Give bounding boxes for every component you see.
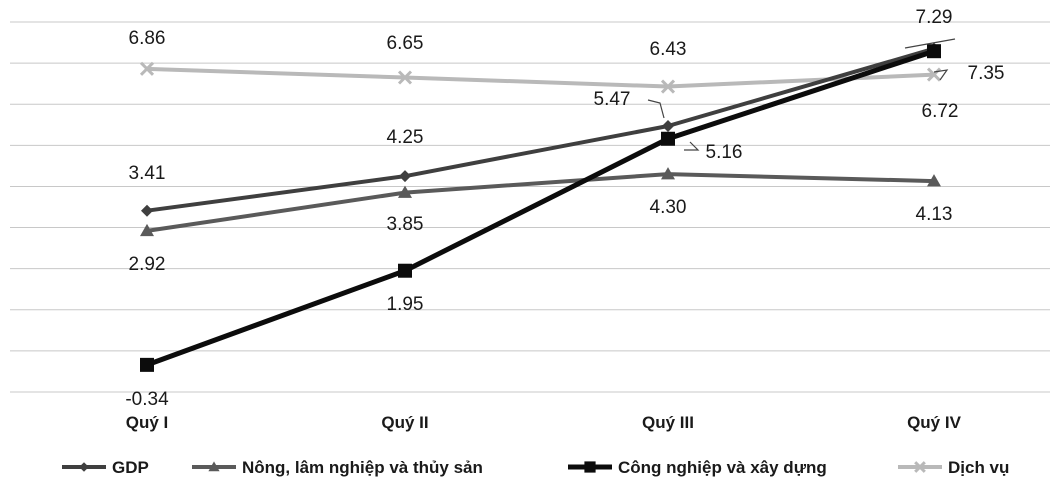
data-label: 6.86	[129, 28, 166, 49]
data-point	[141, 204, 153, 217]
x-tick-label: Quý III	[642, 413, 694, 432]
data-point	[661, 167, 675, 180]
data-label: 7.35	[968, 63, 1005, 84]
x-tick-label: Quý I	[126, 413, 169, 432]
x-tick-label: Quý IV	[907, 413, 962, 432]
data-point	[208, 461, 220, 472]
legend-label: Nông, lâm nghiệp và thủy sản	[242, 458, 483, 477]
series-line	[146, 46, 935, 213]
legend-label: GDP	[112, 458, 149, 477]
label-leader-line	[684, 141, 700, 151]
series-gdp	[141, 42, 940, 217]
data-label: 7.29	[916, 7, 953, 28]
data-label: 2.92	[129, 254, 166, 275]
legend: GDP Nông, lâm nghiệp và thủy sản Công nghi…	[62, 458, 1009, 477]
data-point	[398, 263, 412, 278]
series-dich-vu	[139, 61, 942, 94]
data-point	[660, 79, 676, 94]
label-leader-line	[904, 38, 956, 49]
data-point	[398, 185, 412, 198]
data-label: 4.13	[916, 204, 953, 225]
series-line	[146, 172, 935, 233]
series-nong-lam-nghiep-va-thuy-san	[140, 167, 941, 237]
data-point	[140, 357, 154, 372]
series-line	[146, 66, 935, 89]
data-label: -0.34	[125, 389, 169, 410]
data-label: 4.30	[650, 197, 687, 218]
legend-item-gdp: GDP	[62, 458, 149, 477]
data-label: 6.65	[387, 33, 424, 54]
legend-item-nong-lam-nghiep-va-thuy-san: Nông, lâm nghiệp và thủy sản	[192, 458, 483, 477]
data-label: 5.16	[706, 142, 743, 163]
data-label: 4.25	[387, 127, 424, 148]
data-point	[79, 462, 89, 472]
data-point	[926, 67, 942, 82]
legend-label: Công nghiệp và xây dựng	[618, 458, 827, 477]
data-label: 6.72	[922, 101, 959, 122]
x-tick-label: Quý II	[381, 413, 428, 432]
series-line	[146, 48, 935, 368]
label-leader-line	[647, 99, 665, 119]
data-point	[927, 44, 941, 59]
data-point	[397, 70, 413, 85]
series-lines	[139, 42, 942, 372]
data-label: 6.43	[650, 39, 687, 60]
data-point	[399, 170, 411, 183]
data-point	[661, 131, 675, 146]
legend-label: Dịch vụ	[948, 458, 1009, 477]
data-label: 3.85	[387, 214, 424, 235]
data-point	[927, 174, 941, 187]
data-label: 5.47	[594, 89, 631, 110]
data-labels: 3.41 4.25 5.47 7.35 2.92 3.85 4.30 4.13 -0.34 1.9…	[125, 7, 1004, 410]
data-point	[139, 61, 155, 76]
label-leader-line	[933, 69, 949, 81]
legend-item-dich-vu: Dịch vụ	[898, 458, 1009, 477]
legend-item-cong-nghiep-va-xay-dung: Công nghiệp và xây dựng	[568, 458, 827, 477]
data-label: 3.41	[129, 163, 166, 184]
data-point	[584, 461, 596, 473]
data-point	[140, 223, 154, 237]
data-point	[662, 120, 674, 133]
series-cong-nghiep-va-xay-dung	[140, 44, 941, 372]
data-point	[914, 461, 926, 473]
x-axis-ticks: Quý I Quý II Quý III Quý IV	[126, 413, 962, 432]
data-label: 1.95	[387, 294, 424, 315]
